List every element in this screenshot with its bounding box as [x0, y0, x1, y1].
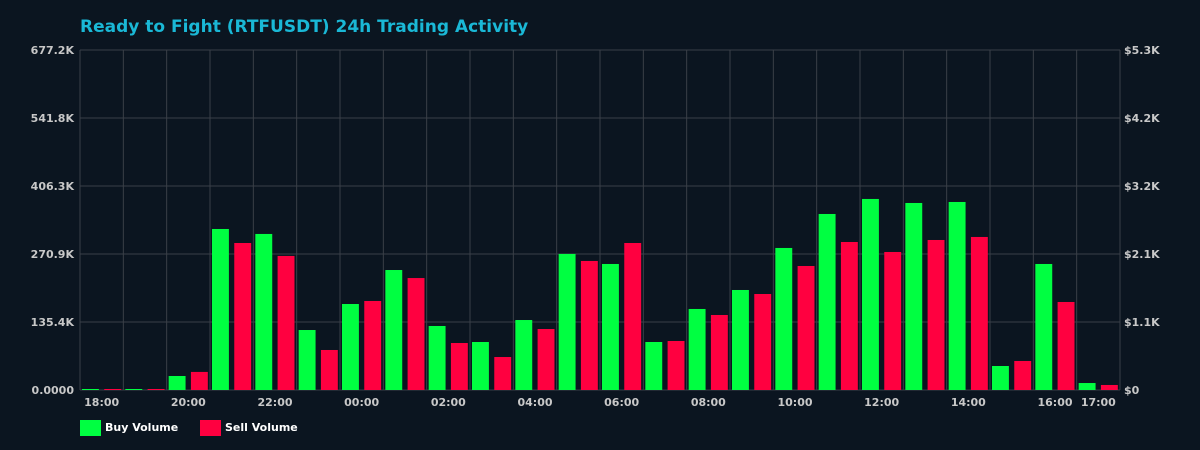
y2-tick-label: $2.1K [1124, 248, 1160, 261]
x-tick-label: 00:00 [344, 396, 379, 409]
sell-volume-bar [320, 349, 338, 390]
legend-label: Sell Volume [225, 421, 298, 434]
buy-volume-bar [732, 289, 749, 390]
buy-volume-bar [428, 325, 446, 390]
buy-volume-bar [385, 270, 403, 390]
sell-volume-bar [234, 242, 252, 390]
buy-volume-bar [818, 213, 836, 390]
buy-volume-bar [212, 228, 229, 390]
sell-volume-bar [1100, 384, 1118, 390]
legend: Buy Volume Sell Volume [80, 420, 298, 436]
x-tick-label: 10:00 [777, 396, 812, 409]
x-tick-label: 06:00 [604, 396, 639, 409]
buy-volume-bar [645, 342, 663, 390]
sell-volume-bar [494, 357, 512, 390]
y-tick-label: 270.9K [31, 248, 75, 261]
y2-tick-label: $4.2K [1124, 112, 1160, 125]
sell-volume-bar [927, 239, 945, 390]
x-tick-label: 16:00 [1037, 396, 1072, 409]
x-tick-label: 02:00 [431, 396, 466, 409]
sell-volume-bar [667, 340, 685, 390]
sell-volume-bar [1014, 360, 1032, 390]
buy-volume-bar [342, 303, 359, 390]
x-tick-label: 08:00 [691, 396, 726, 409]
sell-volume-bar [970, 236, 988, 390]
sell-volume-bar [1057, 301, 1075, 390]
chart-title: Ready to Fight (RTFUSDT) 24h Trading Act… [80, 17, 528, 37]
buy-volume-bar [1035, 263, 1053, 390]
buy-volume-bar [992, 366, 1009, 390]
y-tick-label: 677.2K [31, 44, 75, 57]
sell-volume-bar [754, 294, 772, 390]
y-tick-label: 0.0000 [32, 384, 75, 397]
sell-volume-bar [797, 265, 815, 390]
legend-swatch [80, 420, 101, 436]
y-axis-left: 0.0000 135.4K 270.9K 406.3K 541.8K 677.2K [31, 44, 75, 397]
sell-volume-bar [884, 251, 902, 390]
buy-volume-bar [558, 253, 576, 390]
buy-volume-bar [1078, 383, 1096, 390]
buy-volume-bar [688, 308, 706, 390]
buy-volume-bar [905, 202, 923, 390]
grid [79, 49, 1121, 391]
sell-volume-bar [407, 278, 425, 390]
x-tick-label: 04:00 [517, 396, 552, 409]
sell-volume-bar [840, 241, 858, 390]
y-axis-right: $0 $1.1K $2.1K $3.2K $4.2K $5.3K [1124, 44, 1160, 397]
buy-volume-bar [775, 247, 793, 390]
sell-volume-bar [624, 242, 642, 390]
buy-volume-bar [472, 342, 489, 390]
buy-volume-bar [255, 233, 273, 390]
y-tick-label: 135.4K [31, 316, 75, 329]
sell-volume-bar [537, 328, 555, 390]
legend-label: Buy Volume [105, 421, 178, 434]
y2-tick-label: $5.3K [1124, 44, 1160, 57]
buy-volume-bar [125, 389, 143, 390]
sell-volume-bar [190, 371, 208, 390]
x-tick-label: 14:00 [951, 396, 986, 409]
bars [82, 198, 1118, 390]
buy-volume-bar [298, 330, 316, 390]
buy-volume-bar [168, 375, 186, 390]
sell-volume-bar [104, 389, 122, 390]
legend-swatch [200, 420, 221, 436]
sell-volume-bar [147, 389, 165, 390]
sell-volume-bar [580, 260, 598, 390]
x-axis: 18:00 20:00 22:00 00:00 02:00 04:00 06:00 08:00… [84, 396, 1116, 409]
sell-volume-bar [277, 255, 295, 390]
x-tick-label: 17:00 [1081, 396, 1116, 409]
y2-tick-label: $0 [1124, 384, 1140, 397]
y2-tick-label: $1.1K [1124, 316, 1160, 329]
x-tick-label: 20:00 [171, 396, 206, 409]
buy-volume-bar [862, 198, 879, 390]
y-tick-label: 541.8K [31, 112, 75, 125]
x-tick-label: 22:00 [257, 396, 292, 409]
x-tick-label: 18:00 [84, 396, 119, 409]
buy-volume-bar [602, 263, 619, 390]
x-tick-label: 12:00 [864, 396, 899, 409]
buy-volume-bar [515, 320, 533, 390]
sell-volume-bar [710, 314, 728, 390]
y-tick-label: 406.3K [31, 180, 75, 193]
y2-tick-label: $3.2K [1124, 180, 1160, 193]
sell-volume-bar [364, 300, 382, 390]
buy-volume-bar [82, 389, 99, 390]
sell-volume-bar [450, 343, 468, 390]
buy-volume-bar [948, 201, 966, 390]
